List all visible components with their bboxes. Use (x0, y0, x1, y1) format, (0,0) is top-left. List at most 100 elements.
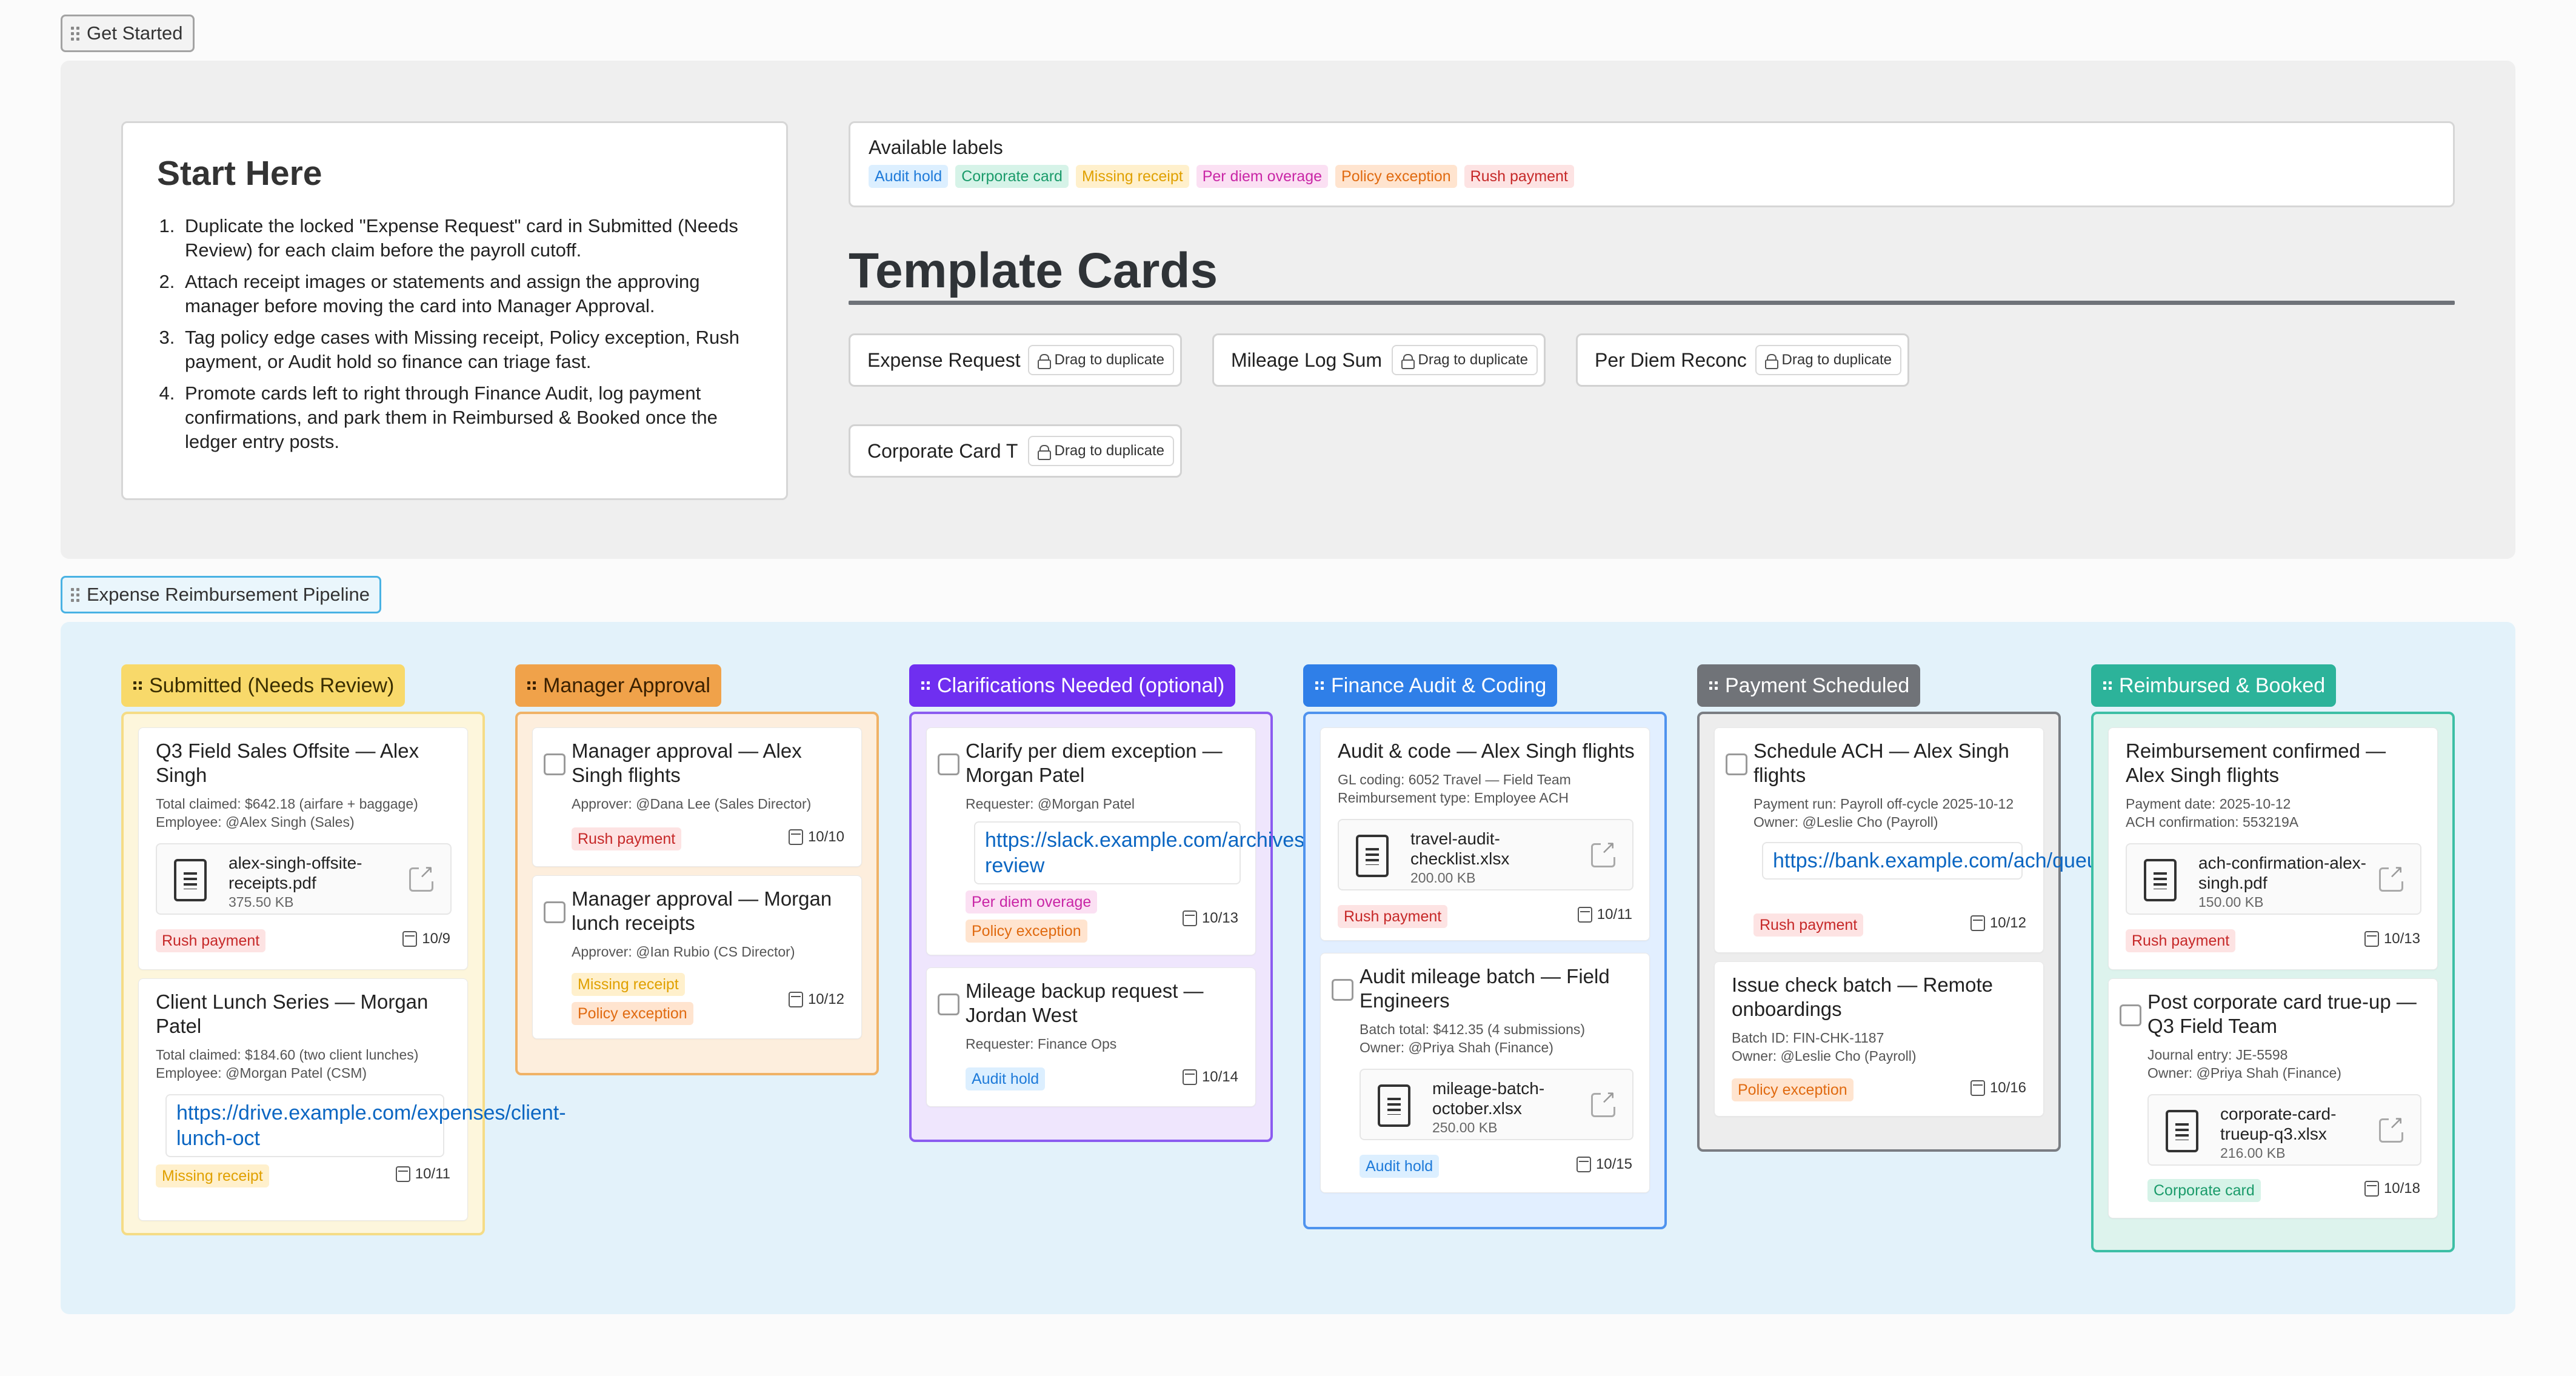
external-link-icon[interactable] (2379, 863, 2404, 892)
card-meta: Payment date: 2025-10-12 (2126, 796, 2291, 812)
kanban-card[interactable]: Manager approval — Alex Singh flights Ap… (532, 727, 862, 867)
kanban-card[interactable]: Post corporate card true-up — Q3 Field T… (2108, 978, 2438, 1218)
lock-icon (1037, 354, 1051, 369)
file-name: mileage-batch-october.xlsx (1432, 1079, 1545, 1118)
card-title: Clarify per diem exception — Morgan Pate… (966, 740, 1223, 786)
date-text: 10/16 (1989, 1080, 2026, 1096)
frame-label-get-started[interactable]: Get Started (61, 15, 195, 52)
label-chip[interactable]: Corporate card (955, 165, 1069, 188)
link-preview[interactable]: https://drive.example.com/expenses/clien… (165, 1094, 566, 1157)
card-tag: Missing receipt (156, 1164, 269, 1187)
due-date: 10/11 (395, 1166, 450, 1183)
file-icon (1356, 835, 1389, 877)
column-header-payment-scheduled[interactable]: Payment Scheduled (1697, 664, 1921, 707)
grip-icon (1315, 681, 1324, 690)
card-title: Reimbursement confirmed — Alex Singh fli… (2126, 740, 2386, 786)
external-link-icon[interactable] (1591, 1089, 1616, 1117)
checkbox-icon[interactable] (938, 994, 959, 1015)
column-header-reimbursed-booked[interactable]: Reimbursed & Booked (2091, 664, 2337, 707)
card-meta: Owner: @Leslie Cho (Payroll) (1732, 1048, 1917, 1064)
template-card[interactable]: Per Diem Reconc Drag to duplicate (1576, 333, 1909, 387)
label-chip[interactable]: Rush payment (1464, 165, 1574, 188)
column-header-clarifications[interactable]: Clarifications Needed (optional) (909, 664, 1236, 707)
calendar-icon (1970, 1080, 1985, 1096)
file-icon (2144, 859, 2177, 901)
label-chip[interactable]: Missing receipt (1075, 165, 1189, 188)
kanban-card[interactable]: Audit mileage batch — Field Engineers Ba… (1320, 953, 1650, 1193)
file-attachment[interactable]: alex-singh-offsite-receipts.pdf 375.50 K… (156, 843, 452, 915)
drag-to-duplicate-button[interactable]: Drag to duplicate (1027, 345, 1174, 375)
file-icon (2166, 1110, 2198, 1152)
file-icon (174, 859, 207, 901)
kanban-card[interactable]: Manager approval — Morgan lunch receipts… (532, 875, 862, 1039)
drag-to-duplicate-button[interactable]: Drag to duplicate (1391, 345, 1538, 375)
step-item: Duplicate the locked "Expense Request" c… (180, 214, 752, 262)
external-link-icon[interactable] (409, 863, 434, 892)
kanban-card[interactable]: Schedule ACH — Alex Singh flights Paymen… (1714, 727, 2173, 953)
column-header-manager-approval[interactable]: Manager Approval (515, 664, 721, 707)
kanban-card[interactable]: Clarify per diem exception — Morgan Pate… (926, 727, 1395, 955)
labels-title: Available labels (869, 136, 1003, 158)
card-meta: Approver: @Ian Rubio (CS Director) (572, 944, 795, 960)
template-card-name: Mileage Log Sum (1231, 349, 1383, 371)
kanban-card[interactable]: Audit & code — Alex Singh flights GL cod… (1320, 727, 1650, 941)
file-attachment[interactable]: mileage-batch-october.xlsx 250.00 KB (1360, 1069, 1633, 1140)
label-chip[interactable]: Per diem overage (1196, 165, 1329, 188)
date-text: 10/11 (1597, 906, 1632, 923)
file-name: ach-confirmation-alex-singh.pdf (2198, 853, 2366, 892)
external-link-icon[interactable] (2379, 1114, 2404, 1143)
frame-label-pipeline[interactable]: Expense Reimbursement Pipeline (61, 576, 381, 613)
link-preview[interactable]: https://slack.example.com/archives/expen… (974, 821, 1395, 884)
card-meta: Requester: Finance Ops (966, 1036, 1117, 1052)
card-meta: Batch total: $412.35 (4 submissions) (1360, 1021, 1586, 1037)
drag-label: Drag to duplicate (1054, 443, 1164, 459)
calendar-icon (788, 992, 803, 1007)
card-meta: Reimbursement type: Employee ACH (1338, 790, 1569, 806)
card-tag: Rush payment (1338, 905, 1448, 928)
kanban-card[interactable]: Client Lunch Series — Morgan Patel Total… (138, 978, 566, 1221)
card-tag: Per diem overage (966, 890, 1098, 913)
kanban-card[interactable]: Issue check batch — Remote onboardings B… (1714, 961, 2044, 1117)
file-size: 200.00 KB (1410, 870, 1476, 886)
file-size: 375.50 KB (229, 894, 294, 910)
due-date: 10/12 (1970, 915, 2026, 932)
template-card[interactable]: Expense Request Drag to duplicate (849, 333, 1182, 387)
checkbox-icon[interactable] (938, 753, 959, 775)
checkbox-icon[interactable] (1726, 753, 1747, 775)
grip-icon (71, 587, 79, 602)
file-attachment[interactable]: ach-confirmation-alex-singh.pdf 150.00 K… (2126, 843, 2421, 915)
due-date: 10/18 (2364, 1180, 2420, 1197)
external-link-icon[interactable] (1591, 839, 1616, 867)
drag-to-duplicate-button[interactable]: Drag to duplicate (1755, 345, 1901, 375)
due-date: 10/13 (2364, 930, 2420, 947)
file-attachment[interactable]: corporate-card-trueup-q3.xlsx 216.00 KB (2147, 1094, 2421, 1166)
template-card[interactable]: Mileage Log Sum Drag to duplicate (1212, 333, 1546, 387)
template-card[interactable]: Corporate Card T Drag to duplicate (849, 424, 1182, 478)
date-text: 10/14 (1201, 1069, 1238, 1085)
link-preview[interactable]: https://bank.example.com/ach/queue/54820 (1762, 842, 2173, 880)
kanban-card[interactable]: Mileage backup request — Jordan West Req… (926, 967, 1256, 1107)
kanban-card[interactable]: Q3 Field Sales Offsite — Alex Singh Tota… (138, 727, 468, 970)
file-attachment[interactable]: travel-audit-checklist.xlsx 200.00 KB (1338, 819, 1633, 890)
date-text: 10/10 (807, 829, 844, 845)
checkbox-icon[interactable] (544, 901, 566, 923)
column-header-finance-audit[interactable]: Finance Audit & Coding (1303, 664, 1558, 707)
checkbox-icon[interactable] (1332, 979, 1353, 1001)
date-text: 10/12 (807, 991, 844, 1007)
card-tag: Corporate card (2147, 1179, 2261, 1202)
checkbox-icon[interactable] (544, 753, 566, 775)
title-divider (849, 301, 2455, 305)
checkbox-icon[interactable] (2120, 1004, 2141, 1026)
drag-label: Drag to duplicate (1418, 352, 1528, 368)
grip-icon (71, 26, 79, 41)
card-title: Manager approval — Alex Singh flights (572, 740, 802, 786)
step-item: Attach receipt images or statements and … (180, 270, 752, 318)
label-chip[interactable]: Audit hold (869, 165, 949, 188)
kanban-card[interactable]: Reimbursement confirmed — Alex Singh fli… (2108, 727, 2438, 970)
column-header-submitted[interactable]: Submitted (Needs Review) (121, 664, 405, 707)
column-title: Clarifications Needed (optional) (937, 673, 1225, 697)
drag-to-duplicate-button[interactable]: Drag to duplicate (1027, 436, 1174, 466)
date-text: 10/9 (422, 930, 450, 947)
due-date: 10/14 (1182, 1069, 1238, 1086)
label-chip[interactable]: Policy exception (1335, 165, 1457, 188)
